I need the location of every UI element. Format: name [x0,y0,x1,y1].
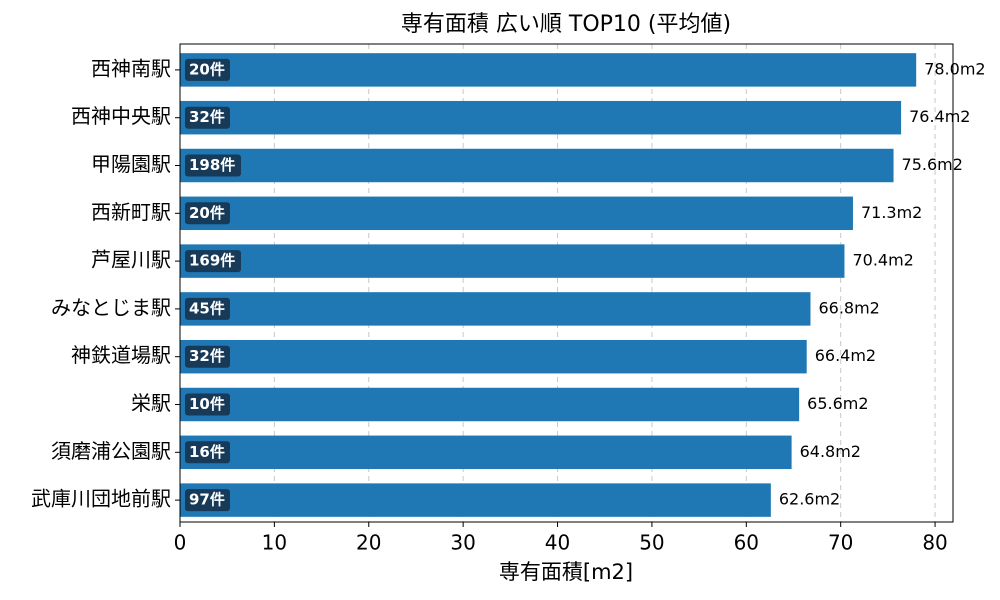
bar [180,483,771,517]
count-badge [185,58,230,81]
count-badge [185,202,230,225]
x-tick-label: 50 [639,531,664,555]
count-label: 20件 [189,60,225,78]
value-label: 64.8m2 [800,442,861,461]
bar [180,148,894,183]
value-label: 78.0m2 [924,59,985,78]
count-badge [185,441,230,464]
bar [180,292,811,326]
count-badge [185,297,230,320]
value-label: 76.4m2 [909,107,970,126]
bar [180,339,807,374]
count-label: 198件 [189,156,235,174]
value-label: 71.3m2 [861,203,922,222]
chart-title: 専有面積 広い順 TOP10 (平均値) [401,12,731,37]
bar [180,100,902,135]
y-tick-label: 武庫川団地前駅 [31,487,171,511]
count-label: 97件 [189,491,225,509]
y-tick-label: 須磨浦公園駅 [51,439,171,463]
count-label: 10件 [189,395,225,413]
count-label: 32件 [189,108,225,126]
value-label: 65.6m2 [807,394,868,413]
x-tick-label: 0 [174,531,187,555]
y-tick-label: 栄駅 [131,391,171,415]
value-label: 62.6m2 [779,490,840,509]
value-label: 70.4m2 [852,251,913,270]
x-tick-label: 70 [828,531,853,555]
count-label: 20件 [189,204,225,222]
x-tick-label: 60 [734,531,759,555]
y-tick-label: 西新町駅 [91,200,171,224]
x-tick-label: 20 [356,531,381,555]
x-tick-label: 30 [450,531,475,555]
x-tick-label: 80 [922,531,947,555]
x-axis-label: 専有面積[m2] [499,560,633,584]
count-badge [185,489,230,512]
bar [180,387,800,422]
count-label: 16件 [189,443,225,461]
value-label: 66.8m2 [818,298,879,317]
count-label: 45件 [189,299,225,317]
y-tick-label: 西神中央駅 [71,104,171,128]
y-tick-label: みなとじま駅 [51,295,171,319]
plot-frame [179,43,954,523]
bar [180,435,792,470]
count-badge [185,250,241,273]
value-label: 66.4m2 [815,346,876,365]
y-tick-label: 西神南駅 [91,56,171,80]
count-badge [185,393,230,416]
y-tick-label: 芦屋川駅 [91,248,171,272]
x-tick-label: 40 [545,531,570,555]
count-badge [185,154,241,177]
bar [180,53,917,87]
count-label: 32件 [189,347,225,365]
y-tick-label: 甲陽園駅 [91,152,171,176]
count-badge [185,106,230,129]
x-tick-label: 10 [262,531,287,555]
bar [180,196,853,231]
count-badge [185,345,230,368]
bar [180,244,845,278]
y-tick-label: 神鉄道場駅 [71,343,171,367]
value-label: 75.6m2 [902,155,963,174]
count-label: 169件 [189,252,235,270]
